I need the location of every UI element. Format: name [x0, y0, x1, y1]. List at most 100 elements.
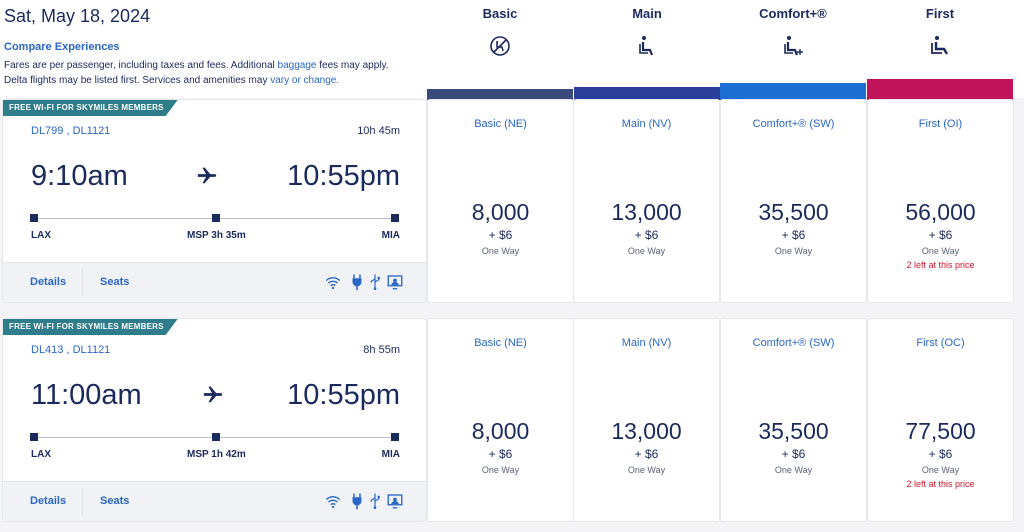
baggage-link[interactable]: baggage — [277, 60, 317, 71]
fare-fee: + $6 — [634, 228, 659, 242]
flight-numbers-link[interactable]: DL413 , DL1121 — [31, 344, 111, 356]
arrival-time: 10:55pm — [287, 160, 400, 192]
fare-class: Comfort+® (SW) — [752, 337, 835, 349]
fare-fee: + $6 — [781, 447, 806, 461]
destination-airport: MIA — [381, 449, 400, 460]
airplane-icon — [203, 386, 223, 403]
layover-marker — [212, 214, 220, 222]
fare-class: Basic (NE) — [474, 337, 527, 349]
travel-date: Sat, May 18, 2024 — [4, 6, 151, 26]
usb-icon — [370, 274, 380, 291]
power-outlet-icon — [352, 274, 362, 291]
seats-link[interactable]: Seats — [100, 276, 130, 288]
fare-fee: + $6 — [488, 447, 513, 461]
fare-miles: 35,500 — [758, 418, 829, 444]
fare-class: First (OI) — [918, 118, 963, 130]
seat-plus-icon — [784, 36, 803, 56]
fare-fee: + $6 — [634, 447, 659, 461]
fare-miles: 77,500 — [905, 418, 976, 444]
fare-basic[interactable]: Basic (NE) 8,000 + $6 One Way — [428, 319, 573, 521]
origin-airport: LAX — [31, 449, 51, 460]
entertainment-screen-icon — [387, 275, 403, 290]
fare-fee: + $6 — [928, 228, 953, 242]
destination-marker — [391, 214, 399, 222]
cabin-header-main: Main — [574, 0, 720, 100]
trip-type: One Way — [481, 465, 520, 475]
seats-link[interactable]: Seats — [100, 495, 130, 507]
fare-first[interactable]: First (OC) 77,500 + $6 One Way 2 left at… — [868, 319, 1013, 521]
trip-type: One Way — [774, 465, 813, 475]
trip-type: One Way — [921, 465, 960, 475]
entertainment-screen-icon — [387, 494, 403, 509]
cabin-header-basic: Basic — [427, 0, 573, 100]
free-wifi-banner: FREE WI-FI FOR SKYMILES MEMBERS — [3, 100, 178, 116]
fare-fee: + $6 — [928, 447, 953, 461]
fare-class: Comfort+® (SW) — [752, 118, 835, 130]
first-seat-icon — [931, 36, 949, 55]
compare-experiences-link[interactable]: Compare Experiences — [4, 41, 120, 53]
flight-row: FREE WI-FI FOR SKYMILES MEMBERS DL413 , … — [3, 319, 426, 521]
fare-miles: 8,000 — [471, 418, 530, 444]
fare-disclaimer: Fares are per passenger, including taxes… — [4, 60, 389, 86]
origin-marker — [30, 433, 38, 441]
results-header: Sat, May 18, 2024 Compare Experiences Fa… — [0, 0, 1024, 98]
divider — [82, 269, 83, 296]
cabin-bar-basic — [427, 89, 573, 100]
cabin-header-first: First — [867, 0, 1013, 100]
departure-time: 11:00am — [31, 379, 142, 411]
fare-class: Basic (NE) — [474, 118, 527, 130]
flight-duration: 8h 55m — [363, 344, 400, 356]
trip-type: One Way — [921, 246, 960, 256]
seat-icon — [639, 36, 654, 56]
free-wifi-banner: FREE WI-FI FOR SKYMILES MEMBERS — [3, 319, 178, 335]
fare-main[interactable]: Main (NV) 13,000 + $6 One Way — [574, 319, 719, 521]
details-link[interactable]: Details — [30, 495, 67, 507]
fare-miles: 8,000 — [471, 199, 530, 225]
wifi-icon — [325, 277, 341, 290]
fare-first[interactable]: First (OI) 56,000 + $6 One Way 2 left at… — [868, 100, 1013, 302]
fare-miles: 35,500 — [758, 199, 829, 225]
fare-class: Main (NV) — [621, 118, 672, 130]
layover-info: MSP 1h 42m — [187, 449, 246, 460]
trip-type: One Way — [627, 246, 666, 256]
origin-marker — [30, 214, 38, 222]
layover-marker — [212, 433, 220, 441]
cabin-bar-comfort — [720, 83, 866, 100]
trip-type: One Way — [481, 246, 520, 256]
fare-main[interactable]: Main (NV) 13,000 + $6 One Way — [574, 100, 719, 302]
fare-miles: 13,000 — [611, 418, 682, 444]
fare-miles: 13,000 — [611, 199, 682, 225]
cabin-header-comfort: Comfort+® — [720, 0, 866, 100]
fare-class: Main (NV) — [621, 337, 672, 349]
flight-numbers-link[interactable]: DL799 , DL1121 — [31, 125, 111, 137]
fare-fee: + $6 — [781, 228, 806, 242]
departure-time: 9:10am — [31, 160, 128, 192]
origin-airport: LAX — [31, 230, 51, 241]
flight-row-footer: Details Seats — [3, 262, 426, 302]
divider — [82, 488, 83, 515]
seats-left-notice: 2 left at this price — [906, 479, 975, 489]
fare-comfort-plus[interactable]: Comfort+® (SW) 35,500 + $6 One Way — [721, 100, 866, 302]
no-seat-selection-icon — [490, 36, 510, 56]
flight-row: FREE WI-FI FOR SKYMILES MEMBERS DL799 , … — [3, 100, 426, 302]
fare-class: First (OC) — [916, 337, 965, 349]
details-link[interactable]: Details — [30, 276, 67, 288]
cabin-bar-main — [574, 87, 720, 100]
destination-airport: MIA — [381, 230, 400, 241]
vary-or-change-link[interactable]: vary or change. — [270, 75, 340, 86]
airplane-icon — [197, 167, 217, 184]
fare-fee: + $6 — [488, 228, 513, 242]
destination-marker — [391, 433, 399, 441]
power-outlet-icon — [352, 493, 362, 510]
cabin-bar-first — [867, 79, 1013, 100]
fare-miles: 56,000 — [905, 199, 976, 225]
layover-info: MSP 3h 35m — [187, 230, 246, 241]
seats-left-notice: 2 left at this price — [906, 260, 975, 270]
wifi-icon — [325, 496, 341, 509]
fare-comfort-plus[interactable]: Comfort+® (SW) 35,500 + $6 One Way — [721, 319, 866, 521]
arrival-time: 10:55pm — [287, 379, 400, 411]
flight-duration: 10h 45m — [357, 125, 400, 137]
fare-basic[interactable]: Basic (NE) 8,000 + $6 One Way — [428, 100, 573, 302]
usb-icon — [370, 493, 380, 510]
trip-type: One Way — [627, 465, 666, 475]
